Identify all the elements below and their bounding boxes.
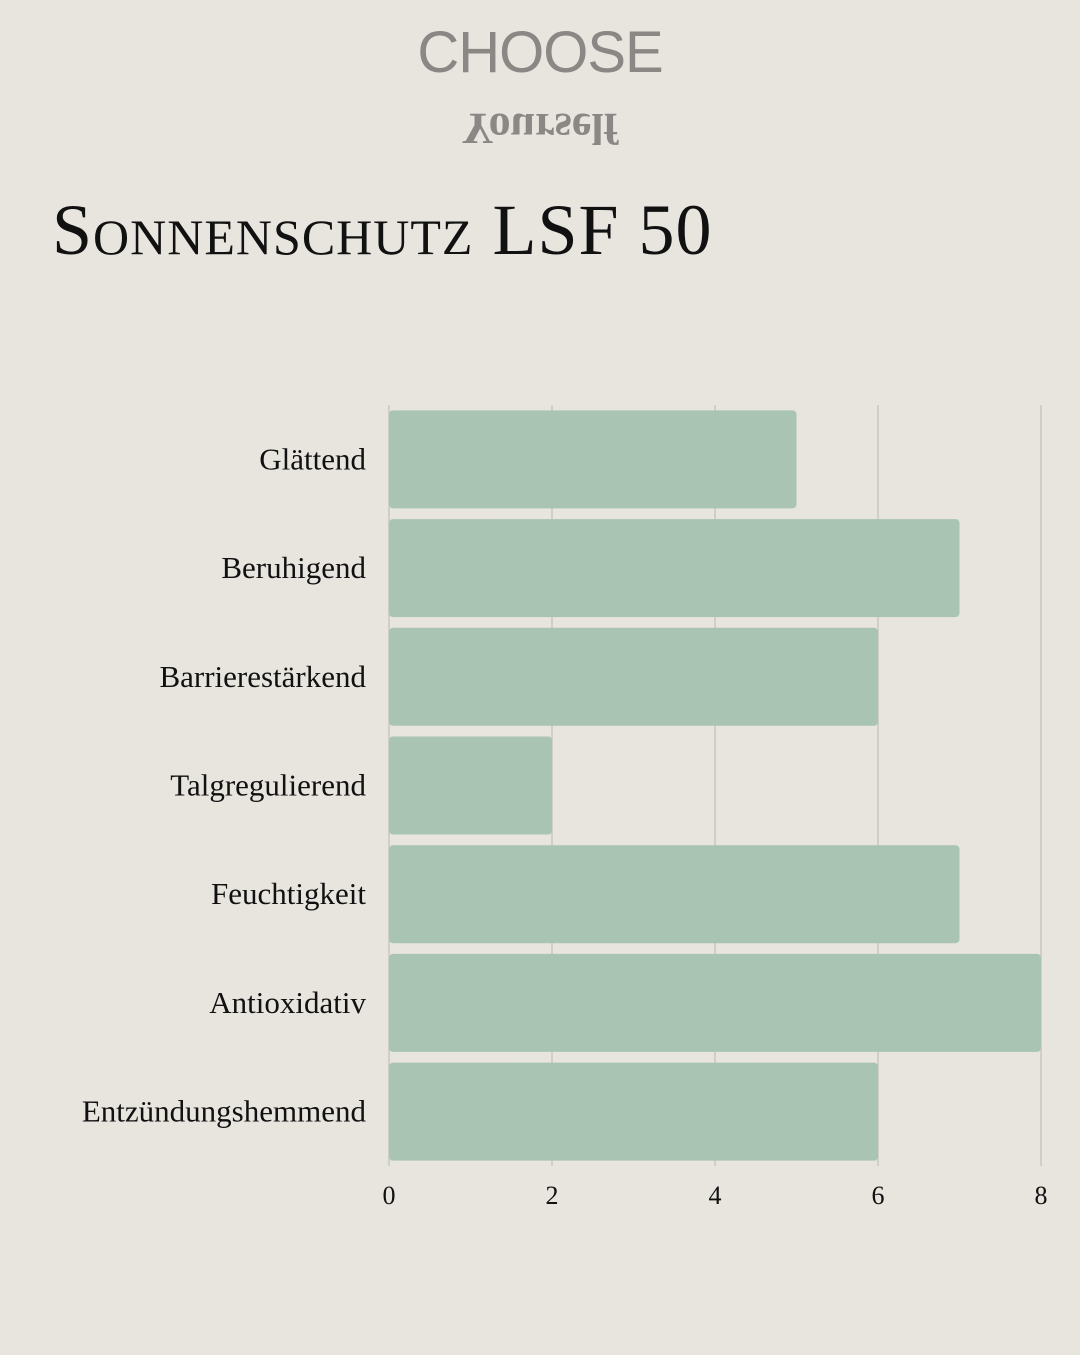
x-tick-label: 2	[546, 1181, 559, 1210]
y-tick-label: Beruhigend	[221, 550, 366, 585]
x-tick-label: 6	[872, 1181, 885, 1210]
y-tick-label: Glättend	[259, 441, 366, 476]
y-tick-label: Antioxidativ	[209, 985, 366, 1020]
bar	[389, 953, 1041, 1052]
bar	[389, 519, 960, 618]
logo-top: CHOOSE	[417, 20, 662, 85]
logo-bottom-group: Yourself	[462, 104, 620, 153]
bar	[389, 736, 552, 835]
y-tick-label: Barrierestärkend	[159, 659, 366, 694]
bar	[389, 845, 960, 944]
y-tick-label: Entzündungshemmend	[82, 1094, 367, 1129]
x-tick-label: 8	[1035, 1181, 1048, 1210]
chart-title: Sonnenschutz LSF 50	[52, 190, 713, 270]
bar	[389, 1062, 878, 1161]
bar	[389, 627, 878, 726]
x-tick-label: 4	[709, 1181, 722, 1210]
y-tick-label: Feuchtigkeit	[211, 876, 366, 911]
bar	[389, 410, 797, 509]
logo-bottom: Yourself	[462, 104, 620, 153]
x-tick-label: 0	[383, 1181, 396, 1210]
y-tick-label: Talgregulierend	[170, 768, 366, 803]
